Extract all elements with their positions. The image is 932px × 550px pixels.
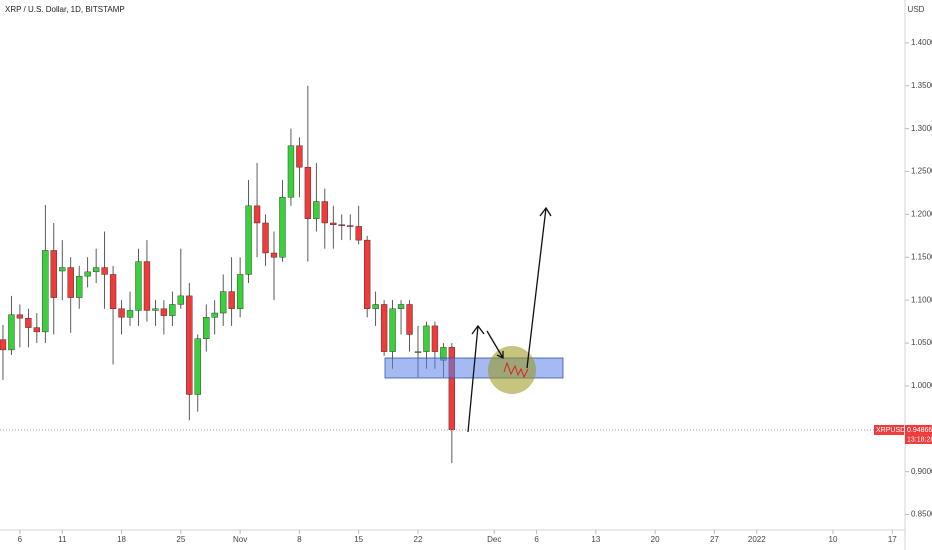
x-tick-label: 6 [18, 535, 23, 544]
candle-body [364, 239, 371, 309]
x-tick-label: 11 [58, 535, 67, 544]
countdown-badge [905, 434, 932, 444]
candle-body [8, 314, 15, 351]
axis-unit: USD [908, 5, 925, 14]
candle-body [118, 308, 125, 318]
candle-body [84, 271, 91, 277]
candle-body [126, 310, 134, 318]
candle-body [304, 167, 312, 219]
candle-body [423, 325, 430, 352]
candle-body [16, 314, 24, 319]
candle-body [92, 267, 100, 273]
candle-body [135, 261, 142, 311]
candle-body [186, 295, 193, 395]
x-tick-label: 13 [591, 535, 600, 544]
x-tick-label: 20 [651, 535, 660, 544]
candle-body [67, 267, 74, 298]
arrow [467, 324, 485, 433]
candle-body [143, 261, 151, 311]
candle-body [338, 224, 345, 226]
candle-body [177, 295, 184, 305]
symbol-badge [874, 424, 904, 435]
candle-body [169, 304, 176, 316]
x-tick-label: Nov [233, 535, 247, 544]
candle-body [262, 222, 269, 254]
x-tick-label: Dec [487, 535, 501, 544]
x-tick-label: 27 [710, 535, 719, 544]
last-price-badge [905, 424, 932, 435]
candle-body [448, 347, 456, 430]
candle-body [330, 222, 337, 225]
drawings [384, 206, 564, 433]
candle-body [211, 312, 218, 318]
x-tick-label: 17 [888, 535, 897, 544]
y-tick-label: 1.25000 [911, 167, 932, 176]
candle-body [380, 304, 388, 352]
candle-body [389, 308, 396, 352]
candle-body [220, 291, 227, 314]
candle-body [347, 225, 354, 227]
symbol-label: XRPUSD [876, 427, 905, 434]
candle-body [0, 339, 7, 351]
candle-body [160, 308, 168, 316]
y-tick-label: 1.35000 [911, 81, 932, 90]
candle-body [406, 304, 413, 335]
candle-body [287, 145, 295, 198]
candle-body [203, 317, 210, 339]
y-tick-label: 1.00000 [911, 381, 932, 390]
candle-body [296, 145, 303, 168]
y-tick-label: 1.30000 [911, 124, 932, 133]
chart-title: XRP / U.S. Dollar, 1D, BITSTAMP [5, 5, 125, 14]
candle-body [25, 317, 32, 328]
y-tick-label: 1.05000 [911, 338, 932, 347]
x-tick-label: 22 [414, 535, 423, 544]
y-tick-label: 1.40000 [911, 38, 932, 47]
candle-body [236, 274, 244, 309]
x-tick-label: 6 [534, 535, 539, 544]
candle-body [414, 351, 422, 353]
candle-body [372, 304, 379, 309]
y-tick-label: 1.20000 [911, 210, 932, 219]
x-tick-label: 8 [297, 535, 302, 544]
candle-body [431, 325, 439, 352]
candle-body [152, 308, 159, 311]
candle-body [109, 274, 117, 309]
y-tick-label: 1.10000 [911, 295, 932, 304]
last-price-label: 0.94866 [907, 427, 932, 434]
arrow [526, 206, 552, 369]
x-tick-label: 15 [354, 535, 363, 544]
candle-body [279, 197, 286, 258]
candle-body [42, 250, 49, 333]
arrow [486, 330, 504, 360]
x-tick-label: 2022 [748, 535, 766, 544]
candle-body [50, 250, 57, 298]
candle-body [33, 327, 41, 333]
candle-body [321, 201, 328, 224]
highlight-circle [488, 346, 536, 394]
candle-body [101, 267, 108, 275]
candle-body [76, 275, 83, 298]
candle-body [253, 205, 261, 224]
candle-body [270, 252, 278, 258]
candle-body [355, 226, 362, 241]
candle-body [397, 304, 405, 309]
y-tick-label: 0.90000 [911, 467, 932, 476]
y-tick-label: 0.85000 [911, 510, 932, 519]
candle-body [245, 205, 252, 275]
x-tick-label: 25 [176, 535, 185, 544]
projection-squiggle [503, 361, 529, 379]
y-tick-label: 1.15000 [911, 252, 932, 261]
x-tick-label: 10 [829, 535, 838, 544]
x-tick-label: 18 [117, 535, 126, 544]
countdown-label: 13:18:28 [907, 436, 932, 443]
candle-body [59, 267, 66, 272]
candle-body [228, 291, 235, 309]
candle-body [313, 201, 320, 219]
candle-body [194, 338, 201, 395]
